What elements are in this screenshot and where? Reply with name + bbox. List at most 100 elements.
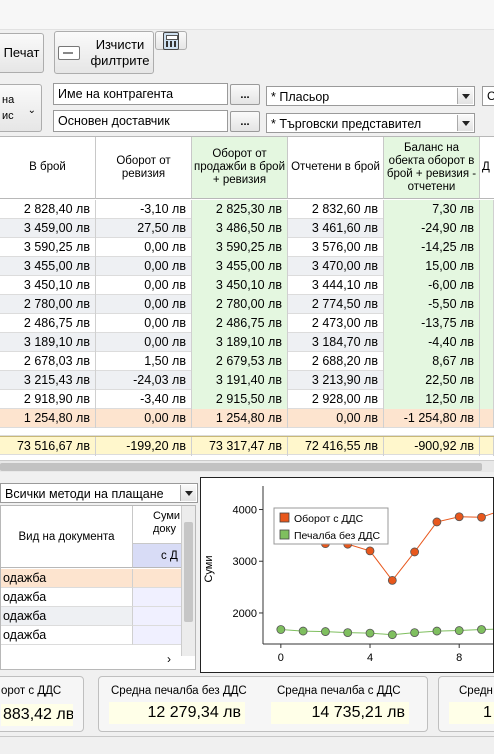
dropdown-arrow-icon[interactable] — [180, 485, 196, 501]
payment-method-select[interactable]: Всички методи на плащане — [0, 483, 198, 503]
doc-grid-vertical-scrollbar[interactable] — [181, 506, 195, 656]
table-cell[interactable]: 3 450,10 лв — [0, 276, 96, 295]
table-row[interactable]: 2 780,00 лв 0,00 лв 2 780,00 лв 2 774,50 лв… — [0, 295, 494, 314]
table-cell[interactable]: 3 590,25 лв — [0, 238, 96, 257]
table-cell[interactable]: 2 832,60 лв — [288, 200, 384, 219]
table-cell[interactable]: 2 918,90 лв — [0, 390, 96, 409]
col-header-balance[interactable]: Баланс на обекта оборот в брой + ревизия… — [384, 137, 480, 199]
table-cell[interactable]: 3 455,00 лв — [192, 257, 288, 276]
table-cell[interactable]: 2 688,20 лв — [288, 352, 384, 371]
table-cell[interactable]: 1,50 лв — [96, 352, 192, 371]
table-cell[interactable]: 7,30 лв — [384, 200, 480, 219]
table-cell[interactable]: 3 576,00 лв — [288, 238, 384, 257]
table-cell[interactable]: 3 189,10 лв — [192, 333, 288, 352]
table-row[interactable]: 2 678,03 лв 1,50 лв 2 679,53 лв 2 688,20 лв… — [0, 352, 494, 371]
table-cell[interactable]: 2 780,00 лв — [0, 295, 96, 314]
table-cell[interactable]: 0,00 лв — [96, 333, 192, 352]
contractor-name-field[interactable]: Име на контрагента — [53, 83, 228, 105]
dropdown-arrow-icon[interactable] — [457, 115, 473, 131]
table-cell[interactable]: -13,75 лв — [384, 314, 480, 333]
table-cell[interactable]: 22,50 лв — [384, 371, 480, 390]
document-sum-cell[interactable] — [133, 588, 183, 607]
table-cell[interactable]: 1 254,80 лв — [0, 409, 96, 428]
table-cell[interactable]: -24,03 лв — [96, 371, 192, 390]
table-cell[interactable] — [480, 295, 494, 314]
document-sum-cell[interactable] — [133, 607, 183, 626]
table-cell[interactable]: 0,00 лв — [96, 409, 192, 428]
table-cell[interactable]: 2 828,40 лв — [0, 200, 96, 219]
table-cell[interactable] — [480, 371, 494, 390]
main-supplier-field[interactable]: Основен доставчик — [53, 110, 228, 132]
table-cell[interactable] — [480, 390, 494, 409]
table-cell[interactable]: 3 486,50 лв — [192, 219, 288, 238]
table-cell[interactable]: 2 780,00 лв — [192, 295, 288, 314]
table-cell[interactable] — [480, 238, 494, 257]
table-cell[interactable] — [480, 219, 494, 238]
table-cell[interactable]: 3 191,40 лв — [192, 371, 288, 390]
table-cell[interactable]: -3,40 лв — [96, 390, 192, 409]
table-cell[interactable]: 3 470,00 лв — [288, 257, 384, 276]
table-cell[interactable]: 2 825,30 лв — [192, 200, 288, 219]
table-cell[interactable]: 0,00 лв — [96, 295, 192, 314]
table-cell[interactable]: 3 189,10 лв — [0, 333, 96, 352]
table-cell[interactable]: -24,90 лв — [384, 219, 480, 238]
table-row[interactable]: 3 459,00 лв 27,50 лв 3 486,50 лв 3 461,60 л… — [0, 219, 494, 238]
table-cell[interactable]: 15,00 лв — [384, 257, 480, 276]
table-row[interactable]: 1 254,80 лв 0,00 лв 1 254,80 лв 0,00 лв -1 2… — [0, 409, 494, 428]
table-row[interactable]: 3 590,25 лв 0,00 лв 3 590,25 лв 3 576,00 лв… — [0, 238, 494, 257]
table-cell[interactable]: 2 486,75 лв — [0, 314, 96, 333]
table-cell[interactable]: 3 215,43 лв — [0, 371, 96, 390]
table-cell[interactable]: 0,00 лв — [96, 257, 192, 276]
table-cell[interactable]: -1 254,80 лв — [384, 409, 480, 428]
table-cell[interactable]: 0,00 лв — [288, 409, 384, 428]
table-cell[interactable]: 27,50 лв — [96, 219, 192, 238]
col-header-cash[interactable]: В брой — [0, 137, 96, 199]
table-cell[interactable]: -14,25 лв — [384, 238, 480, 257]
grid-horizontal-scrollbar[interactable] — [0, 460, 494, 472]
table-cell[interactable] — [480, 276, 494, 295]
table-cell[interactable]: 3 444,10 лв — [288, 276, 384, 295]
table-cell[interactable] — [480, 200, 494, 219]
table-cell[interactable]: 3 184,70 лв — [288, 333, 384, 352]
col-header-sales-plus-revision[interactable]: Оборот от продажби в брой + ревизия — [192, 137, 288, 199]
document-type-cell[interactable]: одажба — [1, 626, 133, 645]
table-row[interactable]: 2 828,40 лв -3,10 лв 2 825,30 лв 2 832,60 л… — [0, 200, 494, 219]
document-type-cell[interactable]: одажба — [1, 569, 133, 588]
table-cell[interactable] — [480, 409, 494, 428]
contractor-browse-button[interactable]: ... — [230, 84, 260, 105]
clear-filters-button[interactable]: Изчисти филтрите — [54, 31, 154, 74]
table-cell[interactable]: 2 473,00 лв — [288, 314, 384, 333]
document-type-cell[interactable]: одажба — [1, 588, 133, 607]
document-type-cell[interactable]: одажба — [1, 607, 133, 626]
table-row[interactable]: 3 189,10 лв 0,00 лв 3 189,10 лв 3 184,70 лв… — [0, 333, 494, 352]
scrollbar-thumb[interactable] — [0, 463, 482, 471]
table-cell[interactable] — [480, 257, 494, 276]
table-row[interactable]: 2 918,90 лв -3,40 лв 2 915,50 лв 2 928,00 л… — [0, 390, 494, 409]
table-cell[interactable]: 3 213,90 лв — [288, 371, 384, 390]
table-cell[interactable]: 3 590,25 лв — [192, 238, 288, 257]
col-header-document-sums[interactable]: Суми доку — [133, 506, 183, 544]
table-row[interactable]: 3 455,00 лв 0,00 лв 3 455,00 лв 3 470,00 лв… — [0, 257, 494, 276]
table-cell[interactable] — [480, 314, 494, 333]
table-cell[interactable]: 3 459,00 лв — [0, 219, 96, 238]
scroll-right-arrow-icon[interactable]: › — [167, 652, 171, 666]
sales-rep-select[interactable]: * Търговски представител — [266, 113, 475, 133]
col-header-reported-cash[interactable]: Отчетени в брой — [288, 137, 384, 199]
document-sum-cell[interactable] — [133, 626, 183, 645]
col-header-revision-turnover[interactable]: Оборот от ревизия — [96, 137, 192, 199]
table-row[interactable]: 2 486,75 лв 0,00 лв 2 486,75 лв 2 473,00 лв… — [0, 314, 494, 333]
extra-filter-field[interactable]: С — [482, 86, 494, 106]
col-header-next[interactable]: Д — [480, 137, 494, 199]
table-cell[interactable] — [480, 352, 494, 371]
table-cell[interactable]: 0,00 лв — [96, 276, 192, 295]
table-cell[interactable]: -4,40 лв — [384, 333, 480, 352]
col-header-document-type[interactable]: Вид на документа — [1, 506, 133, 568]
table-cell[interactable]: 1 254,80 лв — [192, 409, 288, 428]
scrollbar-thumb[interactable] — [184, 522, 193, 622]
table-cell[interactable]: 3 450,10 лв — [192, 276, 288, 295]
table-cell[interactable]: 2 679,53 лв — [192, 352, 288, 371]
table-cell[interactable]: 12,50 лв — [384, 390, 480, 409]
placer-select[interactable]: * Пласьор — [266, 86, 475, 106]
col-header-with-vat[interactable]: с Д — [133, 544, 183, 568]
table-cell[interactable]: 2 486,75 лв — [192, 314, 288, 333]
